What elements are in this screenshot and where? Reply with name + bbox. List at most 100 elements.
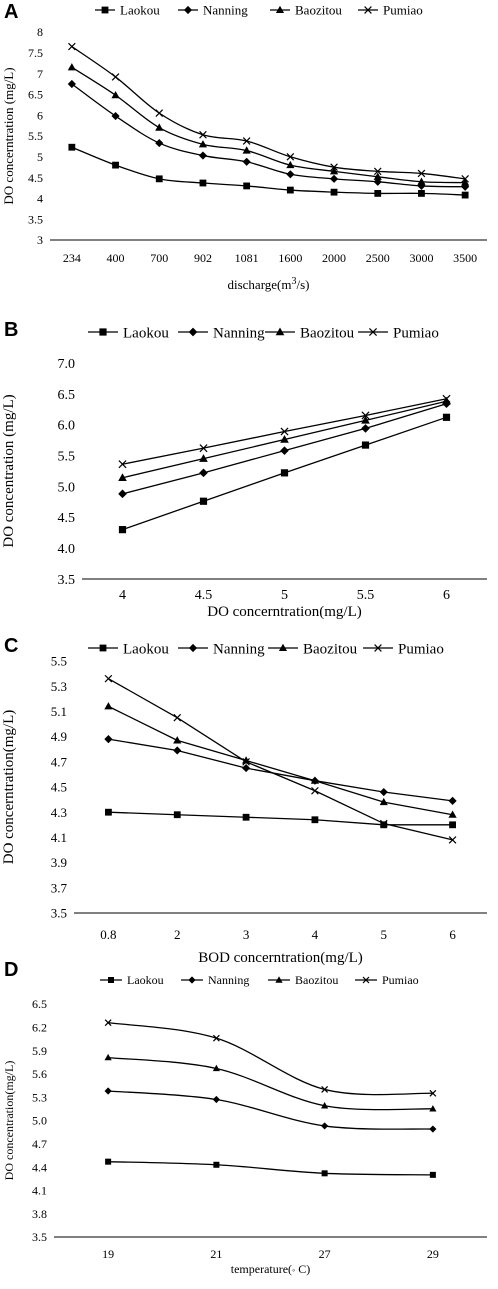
chart-b-data-point-pumiao: [442, 394, 451, 403]
chart-c-ytick-label: 3.9: [51, 855, 67, 870]
chart-d-data-point-baozitou: [321, 1101, 329, 1109]
chart-b-data-point-nanning: [199, 468, 208, 478]
chart-a-data-point-pumiao-stroke-b: [330, 163, 338, 172]
chart-a-data-point-pumiao-stroke-b: [68, 42, 76, 51]
chart-a-x-axis-title-superscript: 3: [292, 276, 297, 287]
chart-c-data-point-laokou: [311, 816, 319, 824]
chart-a-xtick-label: 700: [150, 251, 168, 265]
chart-c-ytick-label: 5.5: [51, 654, 67, 669]
chart-a-legend-item-laokou: Laokou: [95, 3, 160, 18]
chart-a-data-point-nanning: [67, 79, 76, 89]
chart-a-data-point-pumiao-stroke-b: [286, 152, 295, 161]
chart-a-ytick-label: 6: [37, 108, 43, 122]
chart-a-ytick-label: 4.5: [28, 171, 43, 185]
chart-a-legend-label-baozitou: Baozitou: [295, 3, 342, 18]
chart-c-data-point-pumiao: [379, 819, 388, 828]
chart-d-data-point-baozitou: [104, 1053, 112, 1061]
chart-c-legend-label-nanning: Nanning: [213, 641, 265, 657]
chart-a-data-point-pumiao: [417, 169, 426, 178]
chart-d-x-axis-title-main: temperature(: [231, 1262, 292, 1276]
chart-a-data-point-pumiao: [68, 42, 76, 51]
chart-c-series-line-nanning: [108, 738, 453, 802]
chart-d-svg: 3.5 3.8 4.1 4.4 4.7 5.0 5.3 5.6 5.9 6.2 6.5 19 21 27 2…: [2, 973, 487, 1276]
chart-a-legend-label-nanning: Nanning: [203, 3, 248, 18]
chart-b-series-baozitou: [118, 396, 451, 482]
chart-c-data-point-baozitou: [310, 776, 319, 784]
chart-b-ytick-label: 7.0: [58, 357, 76, 372]
chart-b-ytick-label: 5.0: [58, 480, 76, 495]
chart-a-data-point-baozitou: [155, 123, 164, 131]
chart-a-data-point-baozitou: [461, 178, 470, 186]
chart-c-series-laokou: [105, 808, 456, 829]
chart-a-xtick-label: 234: [63, 251, 81, 265]
chart-c-ytick-label: 3.7: [51, 880, 68, 895]
chart-c-legend-label-baozitou: Baozitou: [303, 641, 358, 657]
chart-c-xtick-label: 4: [312, 927, 319, 942]
chart-b-data-point-pumiao: [280, 427, 289, 436]
chart-a-series-baozitou: [67, 63, 470, 186]
chart-d-data-point-nanning: [212, 1095, 220, 1104]
chart-d-x-axis-title: temperature(◦ C): [231, 1262, 311, 1276]
chart-a-data-point-nanning: [329, 174, 339, 183]
chart-d-legend-marker-pumiao: [362, 976, 370, 984]
chart-a-xtick-label: 902: [194, 251, 212, 265]
chart-c-svg: 3.5 3.7 3.9 4.1 4.3 4.5 4.7 4.9 5.1 5.3 5.5 0.8 2 3 4 5…: [1, 641, 487, 966]
chart-d-series-line-baozitou: [108, 1056, 433, 1111]
chart-panel-a: A 3 3.5 4 4.5 5 5.5 6 6.5 7 7.5 8 234 400 700 902 1081 1…: [0, 0, 498, 300]
chart-a-legend-item-baozitou: Baozitou: [270, 3, 342, 18]
chart-d-xtick-label: 27: [319, 1247, 331, 1261]
chart-b-data-point-pumiao-stroke-b: [199, 444, 208, 453]
chart-b-data-point-pumiao-stroke-b: [118, 460, 127, 469]
chart-d-ytick-label: 3.8: [32, 1207, 47, 1221]
chart-b-data-point-baozitou: [118, 473, 127, 482]
chart-a-ytick-label: 3.5: [28, 212, 43, 226]
chart-b-data-point-nanning: [361, 424, 370, 433]
chart-b-legend-item-pumiao: Pumiao: [358, 325, 439, 341]
chart-d-xtick-label: 29: [427, 1247, 439, 1261]
chart-b-x-axis-title-main: DO concerntration(mg/L): [207, 604, 362, 620]
chart-b-legend-item-nanning: Nanning: [178, 325, 265, 341]
chart-c-data-point-baozitou: [173, 736, 182, 744]
chart-d-ytick-label: 5.3: [32, 1090, 47, 1104]
chart-a-ytick-label: 7.5: [28, 46, 43, 60]
chart-d-data-point-pumiao: [104, 1019, 112, 1027]
chart-d-series-line-nanning: [108, 1090, 433, 1130]
chart-d-legend-item-nanning: Nanning: [181, 973, 249, 987]
chart-d-data-point-laokou: [213, 1161, 220, 1168]
chart-a-data-point-pumiao: [461, 175, 469, 183]
chart-d-data-point-nanning: [104, 1087, 112, 1095]
chart-a-svg: 3 3.5 4 4.5 5 5.5 6 6.5 7 7.5 8 234 400 700 902 1081 160…: [1, 3, 487, 292]
chart-c-data-point-pumiao: [104, 674, 113, 683]
chart-b-legend-item-laokou: Laokou: [88, 325, 169, 341]
chart-a-x-axis-title-main: discharge(m: [227, 277, 291, 292]
chart-c-data-point-pumiao-stroke-b: [448, 836, 457, 844]
chart-c-data-point-pumiao: [173, 713, 182, 722]
chart-c-ytick-label: 3.5: [51, 906, 67, 921]
chart-b-data-point-pumiao-stroke-b: [280, 427, 289, 436]
chart-a-series-nanning: [67, 79, 470, 191]
chart-b-legend-marker-laokou: [99, 328, 107, 336]
chart-c-data-point-nanning: [173, 746, 182, 755]
chart-a-data-point-pumiao-stroke-b: [373, 167, 382, 176]
chart-d-ytick-label: 6.5: [32, 997, 47, 1011]
chart-d-legend-marker-pumiao-stroke-b: [362, 976, 370, 984]
chart-a-x-axis-title: discharge(m3/s): [227, 276, 309, 292]
chart-c-legend-marker-pumiao: [374, 644, 382, 652]
chart-a-data-point-pumiao: [155, 109, 164, 117]
chart-a-xtick-label: 2500: [366, 251, 390, 265]
chart-c-legend-item-laokou: Laokou: [88, 641, 169, 657]
chart-a-data-point-pumiao-stroke-b: [461, 175, 469, 183]
chart-d-series-baozitou: [104, 1053, 437, 1112]
chart-c-ytick-label: 4.3: [51, 805, 67, 820]
chart-b-legend-item-baozitou: Baozitou: [265, 325, 355, 341]
chart-d-series-pumiao: [104, 1019, 437, 1097]
chart-a-data-point-laokou: [330, 188, 338, 196]
chart-b-legend-label-baozitou: Baozitou: [300, 325, 355, 341]
chart-a-data-point-baozitou: [198, 140, 208, 148]
chart-b-data-point-baozitou: [280, 435, 289, 443]
chart-c-xtick-label: 5: [381, 927, 388, 942]
chart-d-data-point-baozitou: [212, 1064, 220, 1072]
chart-d-data-point-pumiao-stroke-b: [212, 1034, 220, 1042]
chart-d-legend-label-baozitou: Baozitou: [295, 973, 338, 987]
chart-a-xtick-label: 400: [107, 251, 125, 265]
